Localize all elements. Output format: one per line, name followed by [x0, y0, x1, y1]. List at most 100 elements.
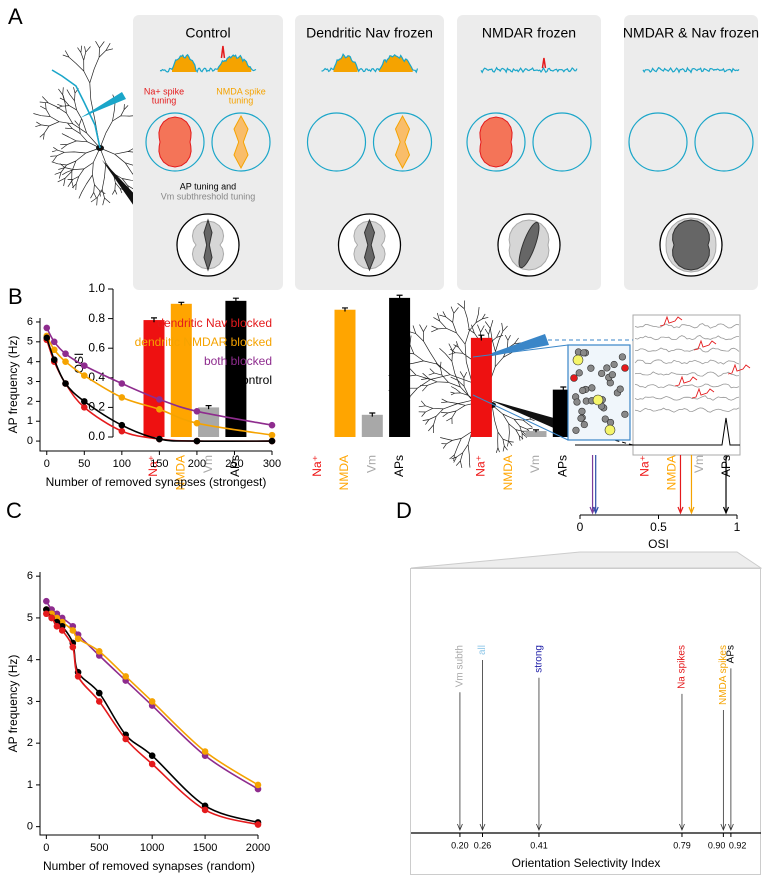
data-point: [50, 346, 58, 354]
x-tick-label: Na⁺: [146, 455, 160, 477]
bar: [525, 431, 547, 437]
data-point: [80, 362, 88, 369]
data-point: [148, 698, 156, 705]
nmda-label: NMDA spike: [216, 86, 266, 96]
data-point: [43, 324, 51, 332]
x-tick-label: NMDA: [665, 455, 679, 490]
data-point: [148, 752, 156, 759]
ap-tuning: [363, 218, 376, 272]
data-point: [69, 627, 77, 634]
y-tick-label: 0.8: [88, 311, 105, 325]
bar: [389, 297, 411, 437]
arrow: [688, 455, 695, 515]
dendritic-spike: [693, 339, 717, 351]
arrow: [722, 455, 730, 515]
data-point: [193, 419, 201, 427]
synapse: [580, 420, 588, 429]
data-point: [58, 627, 66, 634]
synapse-trace: [634, 383, 740, 389]
error-bar: [560, 386, 567, 393]
data-point: [156, 435, 163, 443]
na-tuning: [158, 116, 192, 168]
tuning-circle: [532, 112, 592, 172]
data-point: [268, 421, 276, 429]
synapse: [601, 415, 609, 423]
legend-entry: dendritic Nav blocked: [157, 316, 272, 330]
x-tick-label: 300: [263, 458, 281, 470]
x-tick-label: Na⁺: [474, 455, 488, 477]
y-tick-label: 1: [27, 779, 33, 791]
dendritic-spike: [691, 387, 715, 399]
tuning-circle: [211, 112, 271, 172]
condition-panel: [133, 15, 283, 290]
nmda-fill: [379, 54, 413, 72]
y-tick-label: 5: [27, 612, 33, 624]
x-tick-label: 0.79: [673, 840, 691, 850]
data-point: [95, 648, 103, 655]
bar: [361, 414, 383, 437]
x-tick-label: APs: [392, 455, 406, 477]
x-tick-label: 1000: [140, 842, 164, 854]
arrow: [677, 455, 684, 515]
synapse: [573, 398, 581, 406]
error-bar: [396, 294, 403, 301]
synapse: [608, 371, 616, 379]
data-point: [268, 437, 276, 445]
pipette: [80, 92, 126, 118]
data-point: [148, 760, 156, 768]
x-tick-label: 0.41: [530, 840, 548, 850]
error-bar: [533, 429, 539, 433]
tuning-circle: [628, 112, 688, 172]
synapse-trace: [634, 371, 740, 377]
condition-panel: [457, 15, 601, 290]
arrow: [592, 455, 599, 515]
data-point: [118, 427, 126, 435]
zoom-box: [410, 568, 761, 875]
voltage-trace: [159, 53, 257, 74]
na-label: tuning: [152, 95, 177, 105]
data-point: [118, 380, 126, 387]
legend-entry: dendritic NMDAR blocked: [135, 335, 272, 349]
ap-tuning: [518, 221, 540, 269]
condition-title: Control: [185, 25, 230, 41]
voltage-trace: [321, 53, 419, 74]
x-tick-label: Vm: [201, 455, 215, 473]
data-point: [69, 643, 77, 651]
neuron-dendrites: [388, 300, 535, 468]
synapse-trace: [634, 407, 740, 413]
synapse-spike: [621, 364, 629, 372]
tuning-circle: [145, 112, 205, 172]
x-tick-label: 0.90: [708, 840, 726, 850]
synapse: [580, 349, 588, 357]
ap-label: AP tuning and: [180, 181, 236, 191]
bar: [334, 309, 356, 437]
synapse: [588, 384, 596, 392]
zoom-lines: [472, 344, 569, 441]
x-tick-label: 2000: [246, 842, 270, 854]
na-spike: [220, 45, 226, 59]
arrow: [457, 692, 463, 832]
synapse: [621, 410, 629, 418]
data-point: [43, 610, 50, 618]
voltage-trace: [642, 66, 740, 74]
x-tick-label: NMDA: [501, 455, 515, 490]
data-point: [43, 597, 50, 605]
data-point: [50, 338, 58, 346]
x-tick-label: APs: [228, 455, 242, 477]
data-point: [193, 407, 201, 415]
ap-tuning: [203, 218, 213, 272]
synapse: [598, 369, 606, 378]
vm-label: Vm subthreshold tuning: [161, 191, 256, 201]
arrow: [479, 660, 486, 832]
axes: [39, 318, 272, 452]
synapse-trace: [634, 347, 740, 353]
synapse-trace: [634, 323, 740, 329]
x-tick-label: Na⁺: [310, 455, 324, 477]
data-point: [156, 406, 163, 413]
data-point: [118, 394, 126, 401]
tuning-circle: [372, 112, 433, 172]
series-line: [45, 613, 259, 826]
na-spike: [541, 57, 547, 69]
x-tick-label: 150: [150, 458, 168, 470]
